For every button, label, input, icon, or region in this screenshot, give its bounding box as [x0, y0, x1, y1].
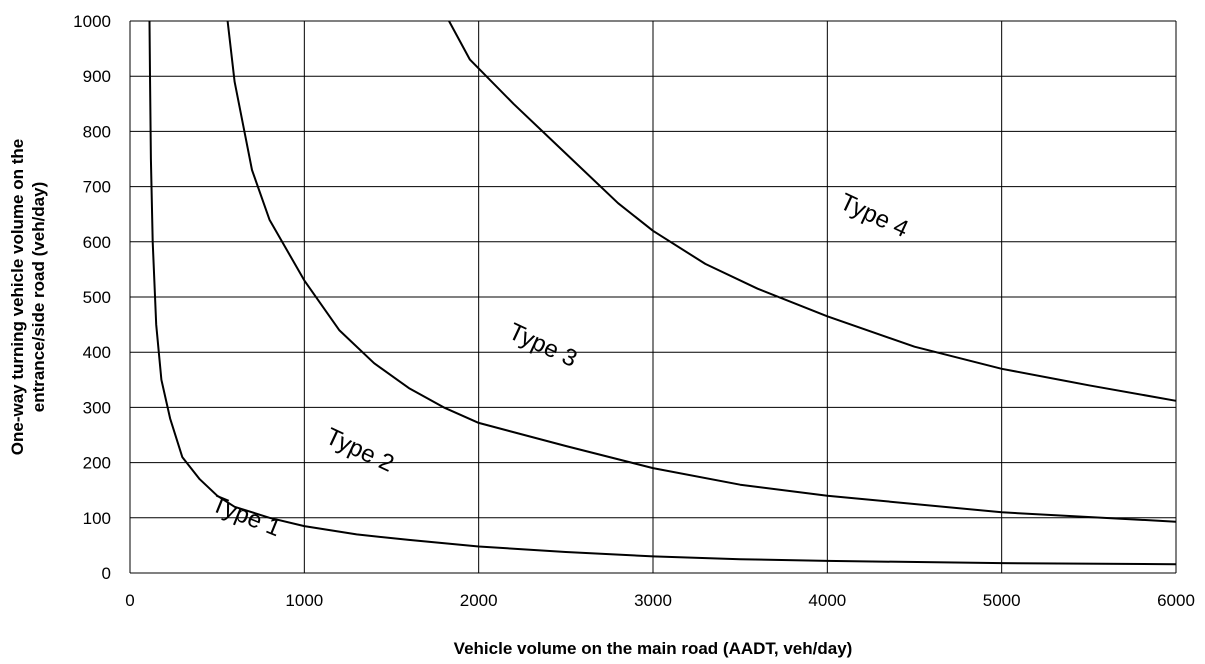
- y-axis-title-line-1: One-way turning vehicle volume on the: [8, 139, 27, 455]
- x-tick-labels: 0 1000 2000 3000 4000 5000 6000: [125, 591, 1195, 610]
- y-tick-labels: 0 100 200 300 400 500 600 700 800 900 1000: [73, 12, 111, 583]
- y-axis-title-line-2: entrance/side road (veh/day): [29, 182, 48, 413]
- x-tick-label: 0: [125, 591, 134, 610]
- y-tick-label: 500: [83, 288, 111, 307]
- x-tick-label: 4000: [808, 591, 846, 610]
- y-tick-label: 800: [83, 122, 111, 141]
- y-tick-label: 700: [83, 178, 111, 197]
- series-line-type-2: [226, 20, 1177, 523]
- y-tick-label: 300: [83, 398, 111, 417]
- y-tick-label: 1000: [73, 12, 111, 31]
- y-tick-label: 200: [83, 454, 111, 473]
- series-line-type-3: [448, 20, 1177, 402]
- y-tick-label: 100: [83, 509, 111, 528]
- x-tick-label: 6000: [1157, 591, 1195, 610]
- y-tick-label: 900: [83, 67, 111, 86]
- x-axis-title: Vehicle volume on the main road (AADT, v…: [454, 639, 853, 658]
- grid-lines: [130, 20, 1177, 573]
- y-tick-label: 0: [102, 564, 111, 583]
- x-tick-label: 1000: [285, 591, 323, 610]
- x-tick-label: 2000: [460, 591, 498, 610]
- y-tick-label: 400: [83, 343, 111, 362]
- series-line-type-1: [148, 20, 1177, 566]
- x-tick-label: 3000: [634, 591, 672, 610]
- y-tick-label: 600: [83, 233, 111, 252]
- y-axis-title: One-way turning vehicle volume on the en…: [8, 139, 48, 455]
- x-tick-label: 5000: [983, 591, 1021, 610]
- series-lines: [148, 20, 1177, 566]
